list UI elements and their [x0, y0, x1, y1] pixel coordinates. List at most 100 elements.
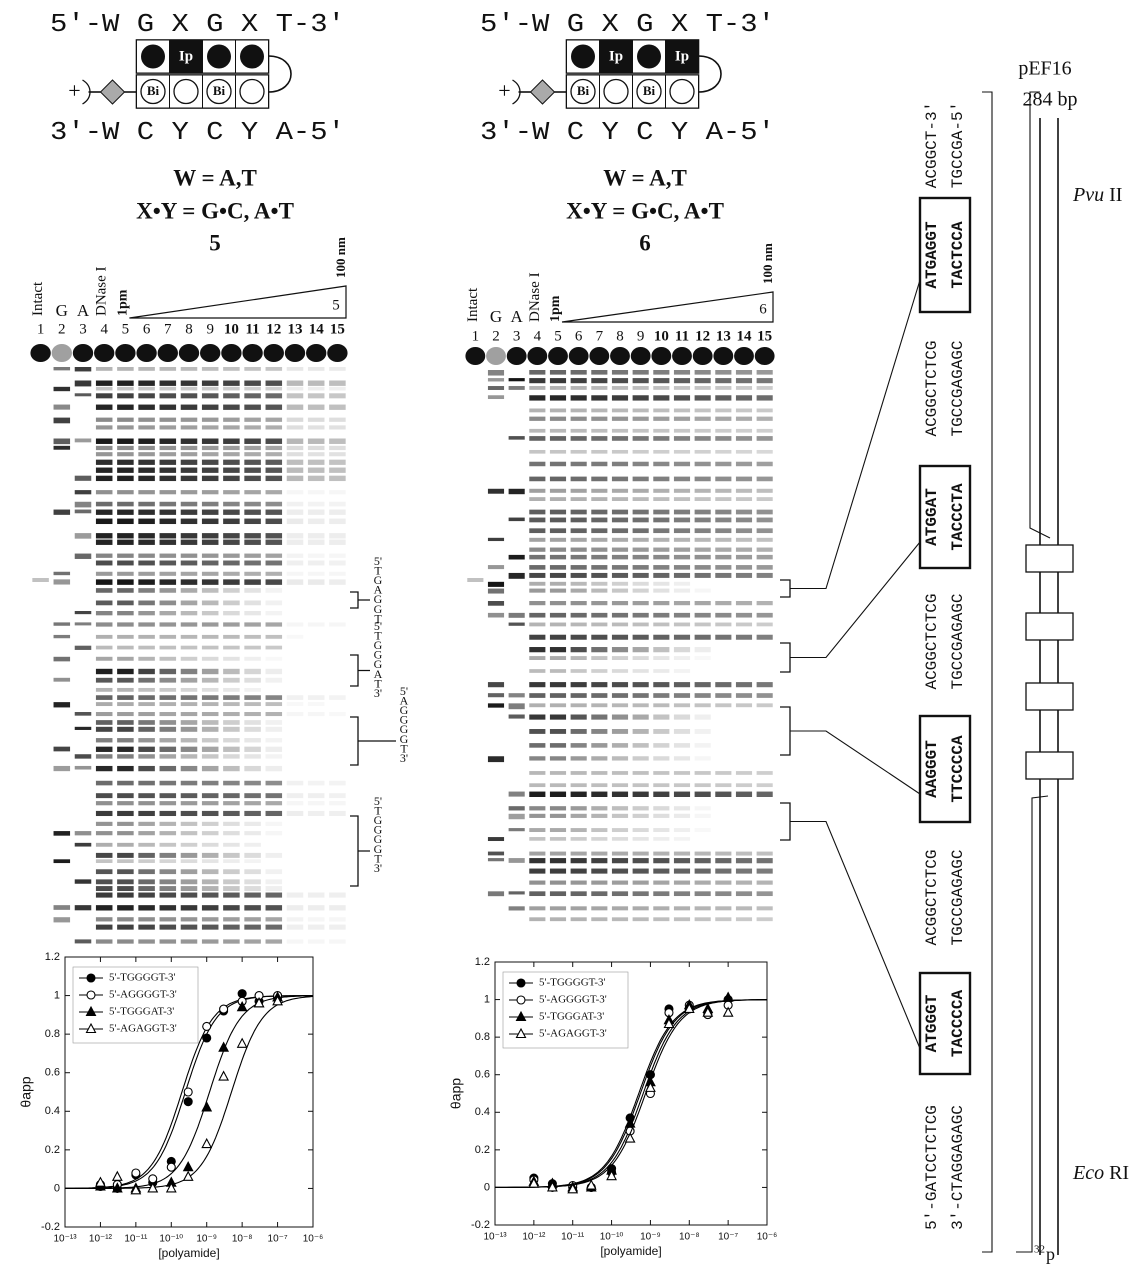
- y-tick-label: 1.2: [475, 956, 490, 968]
- gel-band: [287, 925, 304, 930]
- data-point: [167, 1163, 175, 1171]
- gel-band: [550, 806, 566, 810]
- gel-band: [529, 548, 545, 552]
- gel-band: [117, 452, 134, 456]
- data-point: [219, 1072, 228, 1081]
- gel-band: [244, 853, 261, 858]
- gel-band: [529, 477, 545, 482]
- gel-band: [202, 853, 219, 858]
- gel-band: [96, 811, 113, 816]
- gel-band: [160, 367, 177, 371]
- gel-band: [117, 381, 134, 386]
- gel-band: [308, 438, 325, 443]
- gel-band: [736, 489, 752, 493]
- data-point: [220, 1005, 228, 1013]
- gel-band: [695, 417, 711, 421]
- gel-band: [757, 635, 773, 640]
- gel-band: [571, 518, 587, 523]
- gel-band: [757, 852, 773, 856]
- gel-band: [244, 601, 261, 606]
- gel-band: [202, 510, 219, 515]
- gel-band: [160, 425, 177, 429]
- gel-band: [202, 831, 219, 835]
- gel-band: [160, 678, 177, 683]
- gel-band: [633, 891, 649, 896]
- gel-band: [160, 554, 177, 558]
- site-letter: 3': [374, 861, 382, 875]
- gel-band: [571, 852, 587, 856]
- gel-band: [550, 548, 566, 552]
- x-tick-label: 10⁻¹⁰: [159, 1234, 183, 1245]
- gel-band: [695, 589, 711, 593]
- gel-band: [223, 843, 240, 847]
- gel-band: [612, 378, 628, 383]
- gel-band: [591, 783, 607, 787]
- gel-band: [653, 386, 669, 390]
- gel-band: [244, 712, 261, 716]
- gel-band: [329, 519, 346, 524]
- gel-band: [736, 693, 752, 698]
- gel-band: [96, 490, 113, 494]
- gel-band: [329, 893, 346, 898]
- gel-band: [160, 460, 177, 465]
- lane-number: 2: [492, 328, 500, 344]
- gel-band: [308, 561, 325, 566]
- gel-band: [244, 579, 261, 584]
- gel-band: [32, 578, 49, 582]
- restriction-site: Pvu II: [1072, 184, 1122, 206]
- gel-band: [757, 906, 773, 910]
- gel-band: [96, 781, 113, 786]
- lane-number: 11: [246, 321, 260, 337]
- gel-band: [674, 783, 690, 787]
- gel-band: [266, 476, 283, 481]
- gel-band: [287, 781, 304, 786]
- gel-band: [287, 540, 304, 545]
- gel-band: [244, 925, 261, 930]
- gel-band: [736, 565, 752, 570]
- gel-band: [674, 378, 690, 383]
- gel-band: [160, 519, 177, 524]
- gel-band: [181, 727, 198, 732]
- gel-band: [757, 891, 773, 896]
- gel-band: [591, 378, 607, 383]
- gel-band: [571, 477, 587, 482]
- legend-entry: 5'-AGAGGT-3': [109, 1023, 177, 1035]
- gel-band: [117, 611, 134, 615]
- gel-band: [591, 528, 607, 533]
- gel-band: [117, 572, 134, 576]
- well-blob: [693, 347, 713, 365]
- gel-band: [674, 806, 690, 810]
- gel-band: [633, 395, 649, 400]
- gel-band: [75, 712, 92, 716]
- gel-band: [181, 476, 198, 481]
- sequence-strand: TGCCGAGAGC: [949, 593, 967, 689]
- gel-band: [757, 510, 773, 515]
- gel-band: [181, 611, 198, 615]
- gel-band: [612, 858, 628, 863]
- gel-band: [181, 601, 198, 606]
- gel-band: [160, 781, 177, 786]
- gel-band: [223, 438, 240, 443]
- gel-band: [757, 573, 773, 578]
- gel-band: [633, 450, 649, 454]
- gel-band: [329, 367, 346, 371]
- gel-band: [181, 561, 198, 566]
- gel-band: [287, 695, 304, 700]
- gel-band: [736, 417, 752, 421]
- gel-band: [653, 450, 669, 454]
- gel-band: [612, 792, 628, 797]
- gel-band: [736, 906, 752, 910]
- gel-band: [202, 747, 219, 752]
- gel-band: [715, 386, 731, 390]
- gel-band: [181, 853, 198, 858]
- gel-band: [529, 669, 545, 673]
- gel-band: [138, 657, 155, 661]
- gel-band: [266, 727, 283, 732]
- gel-band: [674, 852, 690, 856]
- gel-band: [529, 370, 545, 375]
- gel-band: [223, 822, 240, 826]
- gel-band: [181, 720, 198, 725]
- gel-band: [571, 891, 587, 896]
- gel-band: [715, 613, 731, 618]
- gel-band: [223, 611, 240, 615]
